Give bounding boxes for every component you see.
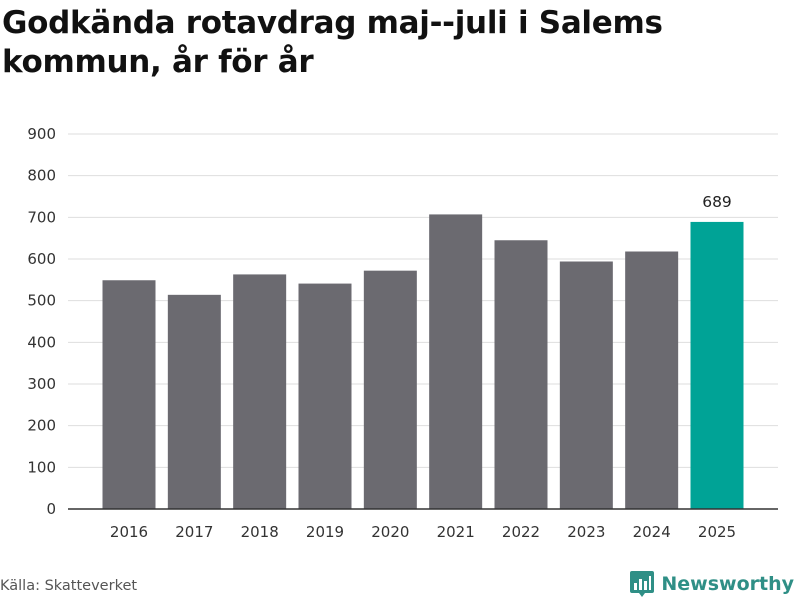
x-tick-label: 2021 (437, 523, 475, 541)
x-tick-label: 2024 (633, 523, 671, 541)
bar-2022 (494, 240, 548, 509)
bar-2019 (298, 283, 352, 509)
bar-2016 (102, 280, 156, 509)
x-tick-label: 2020 (371, 523, 409, 541)
y-tick-label: 0 (46, 500, 56, 518)
bar-2017 (167, 294, 221, 509)
y-tick-label: 900 (27, 125, 56, 143)
y-tick-label: 200 (27, 417, 56, 435)
bar-2023 (559, 261, 613, 509)
x-tick-label: 2022 (502, 523, 540, 541)
bar-2020 (363, 270, 417, 509)
source-note: Källa: Skatteverket (0, 578, 138, 594)
x-tick-label: 2019 (306, 523, 344, 541)
y-tick-label: 400 (27, 333, 56, 351)
y-tick-label: 100 (27, 458, 56, 476)
y-axis-ticks: 0 100 200 300 400 500 600 700 800 900 (27, 125, 56, 518)
bar-2025 (690, 221, 744, 509)
y-tick-label: 300 (27, 375, 56, 393)
data-label: 689 (702, 193, 732, 211)
bar-2018 (233, 274, 287, 509)
bar-chart-pin-icon (630, 571, 655, 597)
x-tick-label: 2018 (241, 523, 279, 541)
y-tick-label: 600 (27, 250, 56, 268)
bar-2024 (625, 251, 679, 509)
y-tick-label: 500 (27, 292, 56, 310)
bars (102, 214, 744, 509)
x-tick-label: 2017 (175, 523, 213, 541)
x-tick-label: 2025 (698, 523, 736, 541)
chart-title: Godkända rotavdrag maj--juli i Salems ko… (2, 5, 663, 80)
brand-logo: Newsworthy (629, 568, 794, 600)
x-tick-label: 2023 (567, 523, 605, 541)
brand-name: Newsworthy (661, 573, 794, 595)
y-tick-label: 800 (27, 167, 56, 185)
x-tick-label: 2016 (110, 523, 148, 541)
x-axis-ticks: 2016 2017 2018 2019 2020 2021 2022 2023 2024 2025 (110, 523, 736, 541)
bar-2021 (429, 214, 483, 509)
data-labels: 689 (702, 193, 732, 211)
y-tick-label: 700 (27, 208, 56, 226)
